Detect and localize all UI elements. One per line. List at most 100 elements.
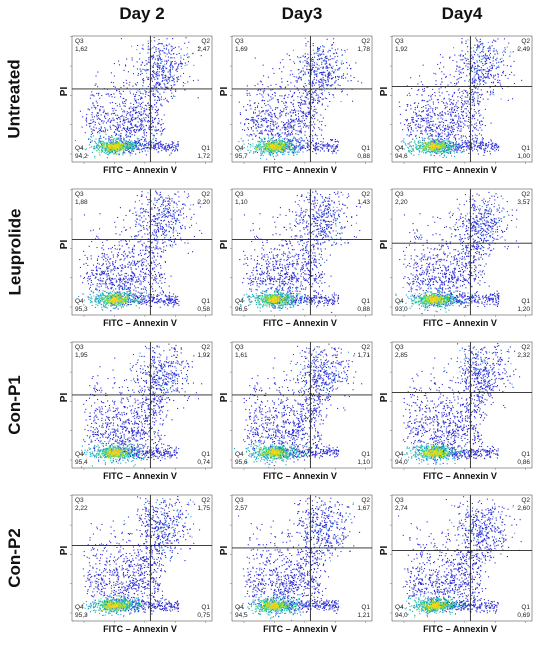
event-dot: [399, 106, 401, 108]
event-dot: [254, 151, 256, 153]
event-dot: [270, 84, 272, 86]
event-dot: [106, 142, 108, 144]
event-dot: [446, 128, 448, 130]
event-dot: [318, 49, 320, 51]
event-dot: [494, 40, 496, 42]
event-dot: [276, 128, 278, 130]
event-dot: [141, 97, 143, 99]
event-dot: [443, 122, 445, 124]
event-dot: [264, 138, 266, 140]
event-dot: [313, 71, 315, 73]
event-dot: [432, 130, 434, 132]
event-dot: [152, 75, 154, 77]
event-dot: [267, 109, 269, 111]
event-dot: [338, 141, 340, 143]
event-dot: [322, 67, 324, 69]
event-dot: [469, 121, 471, 123]
event-dot: [513, 83, 515, 85]
event-dot: [166, 63, 168, 65]
event-dot: [331, 44, 333, 46]
event-dot: [315, 147, 317, 149]
event-dot: [115, 134, 117, 136]
event-dot: [258, 102, 260, 104]
event-dot: [171, 57, 173, 59]
event-dot: [451, 102, 453, 104]
event-dot: [304, 56, 306, 58]
event-dot: [288, 94, 290, 96]
event-dot: [127, 148, 129, 150]
event-dot: [427, 100, 429, 102]
event-dot: [287, 147, 289, 149]
event-dot: [154, 119, 156, 121]
event-dot: [482, 51, 484, 53]
event-dot: [478, 41, 480, 43]
event-dot: [436, 128, 438, 130]
event-dot: [302, 103, 304, 105]
event-dot: [274, 121, 276, 123]
event-dot: [165, 146, 167, 148]
event-dot: [125, 146, 127, 148]
event-dot: [164, 128, 166, 130]
event-dot: [155, 63, 157, 65]
event-dot: [438, 134, 440, 136]
event-dot: [278, 134, 280, 136]
event-dot: [266, 145, 268, 147]
event-dot: [325, 145, 327, 147]
event-dot: [416, 130, 418, 132]
event-dot: [497, 81, 499, 83]
event-dot: [123, 119, 125, 121]
event-dot: [342, 62, 344, 64]
event-dot: [322, 138, 324, 140]
event-dot: [283, 66, 285, 68]
event-dot: [482, 48, 484, 50]
event-dot: [346, 67, 348, 69]
event-dot: [161, 59, 163, 61]
event-dot: [102, 141, 104, 143]
event-dot: [154, 79, 156, 81]
event-dot: [460, 72, 462, 74]
event-dot: [288, 132, 290, 134]
event-dot: [436, 107, 438, 109]
event-dot: [139, 148, 141, 150]
event-dot: [120, 141, 122, 143]
event-dot: [153, 63, 155, 65]
event-dot: [277, 101, 279, 103]
event-dot: [299, 143, 301, 145]
event-dot: [176, 66, 178, 68]
event-dot: [250, 119, 252, 121]
event-dot: [112, 147, 114, 149]
event-dot: [276, 122, 278, 124]
event-dot: [107, 93, 109, 95]
event-dot: [461, 95, 463, 97]
event-dot: [120, 149, 122, 151]
event-dot: [290, 121, 292, 123]
event-dot: [129, 147, 131, 149]
event-dot: [309, 90, 311, 92]
event-dot: [123, 139, 125, 141]
event-dot: [263, 137, 265, 139]
event-dot: [125, 99, 127, 101]
event-dot: [176, 53, 178, 55]
event-dot: [112, 145, 114, 147]
event-dot: [448, 140, 450, 142]
event-dot: [252, 138, 254, 140]
event-dot: [453, 76, 455, 78]
event-dot: [438, 136, 440, 138]
event-dot: [453, 109, 455, 111]
event-dot: [467, 39, 469, 41]
event-dot: [262, 64, 264, 66]
event-dot: [155, 102, 157, 104]
event-dot: [282, 152, 284, 154]
event-dot: [111, 145, 113, 147]
event-dot: [256, 146, 258, 148]
event-dot: [258, 144, 260, 146]
event-dot: [284, 123, 286, 125]
event-dot: [161, 150, 163, 152]
event-dot: [150, 143, 152, 145]
event-dot: [89, 147, 91, 149]
event-dot: [158, 118, 160, 120]
event-dot: [134, 125, 136, 127]
event-dot: [507, 77, 509, 79]
event-dot: [129, 147, 131, 149]
event-dot: [431, 135, 433, 137]
